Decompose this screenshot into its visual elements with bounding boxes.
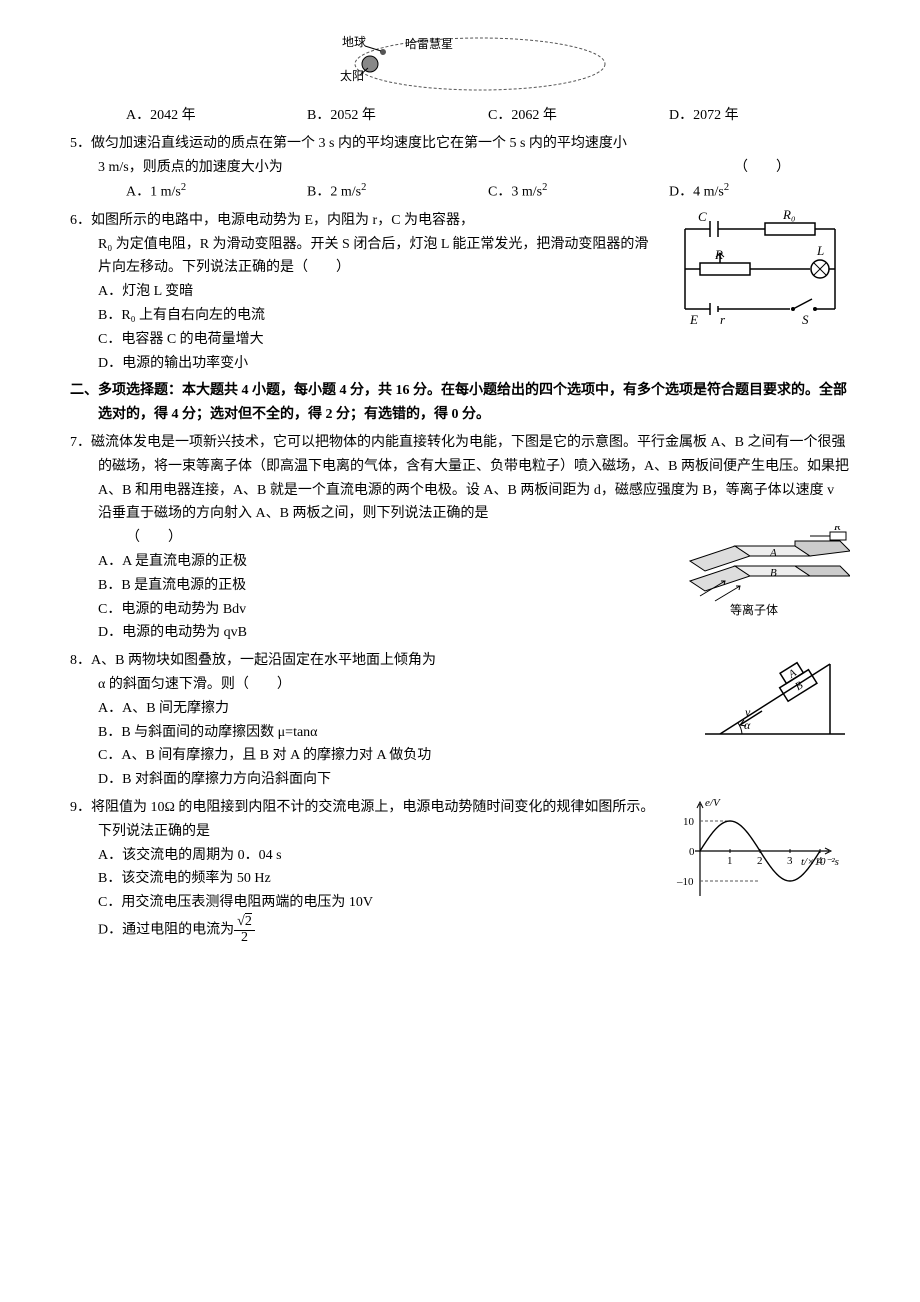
- q4-opt-d: D．2072 年: [669, 104, 850, 128]
- svg-text:e/V: e/V: [705, 797, 721, 809]
- svg-text:R: R: [833, 526, 841, 533]
- q8-opt-d: D．B 对斜面的摩擦力方向沿斜面向下: [70, 768, 850, 792]
- q7-opt-d: D．电源的电动势为 qvB: [70, 621, 850, 645]
- q4-options: A．2042 年 B．2052 年 C．2062 年 D．2072 年: [70, 104, 850, 128]
- svg-text:R₀: R₀: [782, 209, 795, 222]
- q5-opt-c: C．3 m/s2: [488, 179, 669, 204]
- svg-text:v: v: [745, 705, 751, 719]
- q6-opt-c: C．电容器 C 的电荷量增大: [70, 328, 850, 352]
- svg-text:E: E: [689, 312, 698, 327]
- q8-opt-c: C．A、B 间有摩擦力，且 B 对 A 的摩擦力对 A 做负功: [70, 744, 850, 768]
- svg-text:S: S: [802, 312, 809, 327]
- svg-text:1: 1: [727, 855, 733, 867]
- svg-text:等离子体: 等离子体: [730, 602, 778, 617]
- svg-text:B: B: [770, 567, 777, 579]
- q4-opt-b: B．2052 年: [307, 104, 488, 128]
- svg-text:A: A: [786, 667, 799, 681]
- svg-text:L: L: [816, 243, 824, 258]
- circuit-diagram: C R₀ R L E r S: [670, 209, 850, 329]
- q9-opt-d: D．通过电阻的电流为√22: [70, 915, 850, 945]
- q7-text: 7．磁流体发电是一项新兴技术，它可以把物体的内能直接转化为电能，下图是它的示意图…: [70, 431, 850, 526]
- svg-text:2: 2: [757, 855, 763, 867]
- q5-opt-b: B．2 m/s2: [307, 179, 488, 204]
- q5-text: 5．做匀加速沿直线运动的质点在第一个 3 s 内的平均速度比它在第一个 5 s …: [70, 132, 850, 156]
- svg-text:R: R: [714, 247, 723, 262]
- label-sun: 太阳: [340, 68, 364, 83]
- q4-opt-a: A．2042 年: [126, 104, 307, 128]
- incline-diagram: A B v α: [700, 649, 850, 744]
- svg-text:–10: –10: [676, 876, 694, 888]
- svg-text:C: C: [698, 209, 707, 224]
- label-comet: 哈雷慧星: [405, 36, 453, 51]
- svg-text:4: 4: [817, 855, 823, 867]
- q5-text2: 3 m/s，则质点的加速度大小为: [98, 160, 283, 175]
- q5-paren: （ ）: [734, 156, 790, 180]
- svg-text:3: 3: [787, 855, 793, 867]
- orbit-diagram: 地球 太阳 哈雷慧星: [310, 30, 610, 98]
- svg-text:A: A: [769, 547, 777, 559]
- label-earth: 地球: [342, 35, 366, 49]
- q4-opt-c: C．2062 年: [488, 104, 669, 128]
- section-2-heading: 二、多项选择题：本大题共 4 小题，每小题 4 分，共 16 分。在每小题给出的…: [70, 379, 850, 427]
- svg-text:10: 10: [683, 816, 695, 828]
- q6-opt-d: D．电源的输出功率变小: [70, 352, 850, 376]
- ac-graph: e/Vt/×10⁻²s–100101234: [675, 796, 850, 906]
- q5-opt-d: D．4 m/s2: [669, 179, 850, 204]
- svg-text:r: r: [720, 312, 726, 327]
- mhd-diagram: R A B 等离子体: [680, 526, 850, 621]
- svg-text:α: α: [744, 718, 751, 732]
- svg-text:0: 0: [689, 846, 695, 858]
- q5-opt-a: A．1 m/s2: [126, 179, 307, 204]
